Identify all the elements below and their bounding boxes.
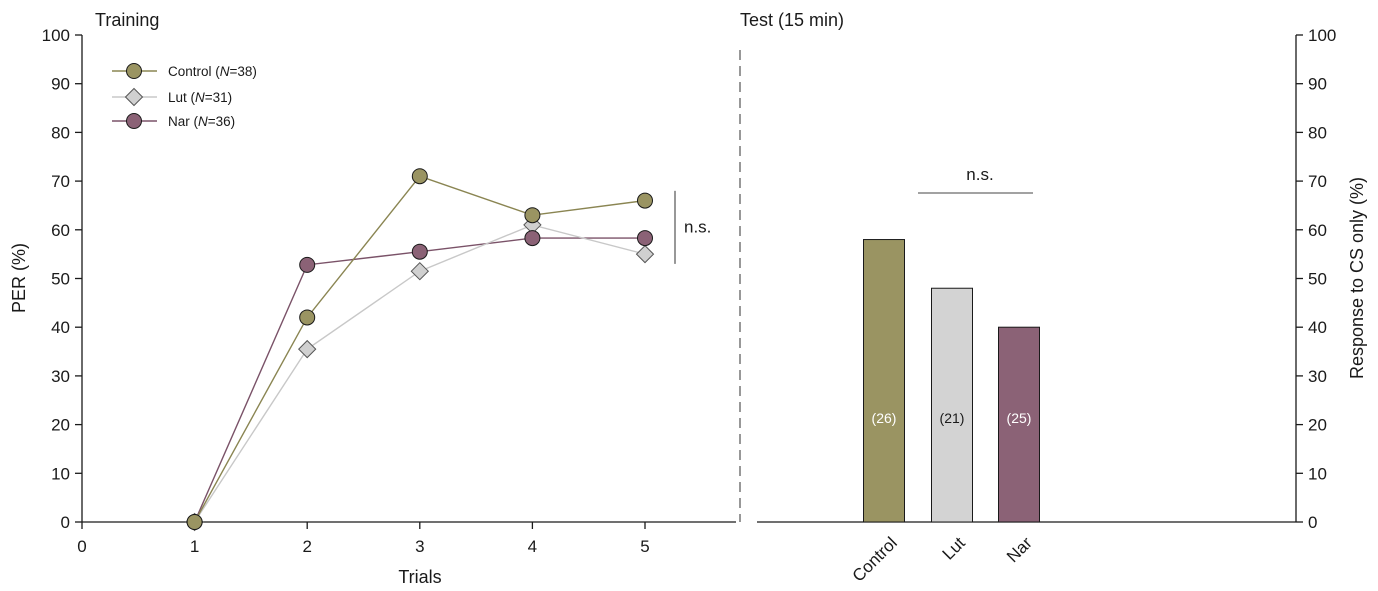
series-point bbox=[637, 192, 653, 209]
series-point bbox=[635, 244, 655, 264]
bar bbox=[931, 287, 973, 523]
ns-label: n.s. bbox=[684, 217, 711, 236]
legend-label: Nar (N=36) bbox=[168, 114, 235, 129]
right-bars: (26) Control (21) Lut (25) Nar bbox=[849, 239, 1040, 586]
left-y-tick-label: 70 bbox=[51, 172, 70, 191]
left-y-tick-label: 100 bbox=[42, 26, 70, 45]
right-y-tick-label: 30 bbox=[1308, 367, 1327, 386]
test-panel-title: Test (15 min) bbox=[740, 10, 844, 30]
series-point bbox=[410, 261, 430, 281]
series-line bbox=[193, 175, 646, 523]
training-panel-title: Training bbox=[95, 10, 159, 30]
left-x-tick-label: 3 bbox=[415, 537, 424, 556]
series-point bbox=[297, 339, 317, 359]
left-y-tick-label: 30 bbox=[51, 367, 70, 386]
legend-label-main: Nar ( bbox=[168, 114, 199, 129]
legend-label: Lut (N=31) bbox=[168, 90, 232, 105]
legend-marker bbox=[126, 63, 142, 79]
legend-label-main: Lut ( bbox=[168, 90, 196, 105]
category-label: Lut bbox=[939, 533, 969, 563]
series-point bbox=[637, 230, 653, 247]
right-y-tick-label: 20 bbox=[1308, 416, 1327, 435]
legend-label-main: Control ( bbox=[168, 64, 220, 79]
bar-count-label: (26) bbox=[872, 410, 897, 426]
legend-label-n: N bbox=[195, 90, 205, 105]
ns-bar-label: n.s. bbox=[966, 165, 993, 184]
left-annotation: n.s. bbox=[674, 190, 711, 264]
bar-count-label: (25) bbox=[1007, 410, 1032, 426]
bar bbox=[863, 239, 905, 523]
legend-label-rest: =36) bbox=[208, 114, 235, 129]
left-x-axis-label: Trials bbox=[398, 567, 441, 587]
left-x-tick-label: 5 bbox=[640, 537, 649, 556]
left-y-tick-label: 60 bbox=[51, 221, 70, 240]
bar-count-label: (21) bbox=[940, 410, 965, 426]
right-y-tick-label: 0 bbox=[1308, 513, 1317, 532]
series-point bbox=[411, 168, 428, 185]
series-point bbox=[524, 230, 541, 247]
left-x-tick-label: 2 bbox=[302, 537, 311, 556]
right-y-tick-label: 60 bbox=[1308, 221, 1327, 240]
series-line bbox=[193, 237, 645, 523]
left-y-tick-label: 20 bbox=[51, 416, 70, 435]
series-point bbox=[186, 514, 203, 530]
legend: Control (N=38)Lut (N=31)Nar (N=36) bbox=[112, 63, 257, 129]
series-point bbox=[411, 243, 428, 260]
legend-label-n: N bbox=[220, 64, 230, 79]
series-point bbox=[299, 309, 316, 326]
right-y-tick-label: 10 bbox=[1308, 464, 1327, 483]
legend-label: Control (N=38) bbox=[168, 64, 257, 79]
legend-label-n: N bbox=[198, 114, 208, 129]
bar bbox=[998, 326, 1040, 523]
left-y-tick-label: 40 bbox=[51, 318, 70, 337]
left-axes: 0 10 20 30 40 50 60 70 80 90 100 0 1 2 3 4 5 bbox=[42, 26, 736, 556]
right-y-tick-label: 100 bbox=[1308, 26, 1336, 45]
legend-label-rest: =38) bbox=[230, 64, 257, 79]
series-point bbox=[524, 207, 541, 224]
left-y-tick-label: 0 bbox=[61, 513, 70, 532]
left-y-tick-label: 90 bbox=[51, 75, 70, 94]
legend-marker bbox=[126, 113, 142, 129]
right-y-tick-label: 70 bbox=[1308, 172, 1327, 191]
right-y-tick-label: 90 bbox=[1308, 75, 1327, 94]
series-point bbox=[299, 256, 316, 273]
right-y-axis-label: Response to CS only (%) bbox=[1347, 177, 1367, 379]
right-y-tick-label: 80 bbox=[1308, 123, 1327, 142]
left-series bbox=[185, 168, 655, 532]
category-label: Control bbox=[849, 533, 901, 585]
legend-label-rest: =31) bbox=[205, 90, 232, 105]
legend-marker bbox=[124, 87, 144, 107]
left-y-tick-label: 10 bbox=[51, 464, 70, 483]
right-y-tick-label: 50 bbox=[1308, 270, 1327, 289]
right-annotation: n.s. bbox=[918, 165, 1033, 194]
right-y-tick-label: 40 bbox=[1308, 318, 1327, 337]
category-label: Nar bbox=[1003, 533, 1036, 566]
left-y-axis-label: PER (%) bbox=[9, 243, 29, 313]
right-axes: 0 10 20 30 40 50 60 70 80 90 100 bbox=[757, 26, 1336, 532]
left-y-tick-label: 50 bbox=[51, 270, 70, 289]
left-x-tick-label: 1 bbox=[190, 537, 199, 556]
left-y-tick-label: 80 bbox=[51, 123, 70, 142]
left-x-tick-label: 0 bbox=[77, 537, 86, 556]
left-x-tick-label: 4 bbox=[528, 537, 537, 556]
